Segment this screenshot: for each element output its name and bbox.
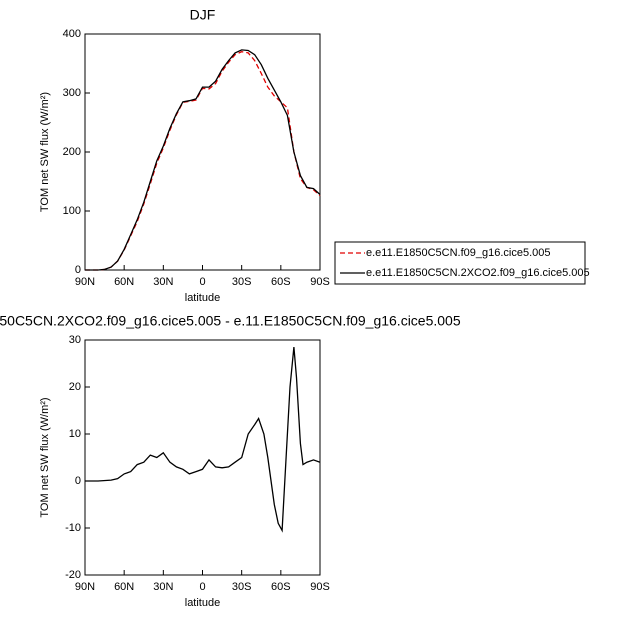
y-tick-label: -20 — [65, 569, 81, 581]
data-line — [85, 51, 321, 271]
y-axis-label: TOM net SW flux (W/m²) — [39, 92, 51, 212]
x-tick-label: 90S — [310, 581, 330, 593]
y-tick-label: 20 — [69, 381, 81, 393]
x-tick-label: 30N — [153, 581, 173, 593]
plot-frame — [84, 33, 321, 271]
y-axis-label: TOM net SW flux (W/m²) — [39, 397, 51, 517]
y-tick-label: 200 — [63, 146, 81, 158]
x-tick-label: 60S — [271, 581, 291, 593]
x-tick-label: 0 — [199, 581, 205, 593]
legend-label: e.e11.E1850C5CN.2XCO2.f09_g16.cice5.005 — [366, 267, 590, 279]
y-tick-label: 0 — [75, 264, 81, 276]
y-tick-label: 400 — [63, 28, 81, 40]
chart-title: DJF — [190, 7, 216, 23]
plot-frame — [84, 339, 321, 576]
x-tick-label: 90N — [75, 276, 95, 288]
y-tick-label: 0 — [75, 475, 81, 487]
x-tick-label: 30S — [232, 276, 252, 288]
x-axis-label: latitude — [185, 597, 220, 609]
legend-label: e.e11.E1850C5CN.f09_g16.cice5.005 — [366, 247, 551, 259]
chart-title: e.11.E1850C5CN.2XCO2.f09_g16.cice5.005 -… — [0, 313, 461, 329]
x-tick-label: 30S — [232, 581, 252, 593]
x-axis-label: latitude — [185, 292, 220, 304]
data-line — [85, 49, 321, 271]
x-tick-label: 60S — [271, 276, 291, 288]
x-tick-label: 90S — [310, 276, 330, 288]
x-tick-label: 60N — [114, 581, 134, 593]
x-tick-label: 0 — [199, 276, 205, 288]
y-tick-label: -10 — [65, 522, 81, 534]
legend-box — [334, 241, 586, 285]
x-tick-label: 90N — [75, 581, 95, 593]
x-tick-label: 30N — [153, 276, 173, 288]
data-line — [85, 347, 321, 533]
y-tick-label: 10 — [69, 428, 81, 440]
y-tick-label: 300 — [63, 87, 81, 99]
x-tick-label: 60N — [114, 276, 134, 288]
y-tick-label: 30 — [69, 334, 81, 346]
y-tick-label: 100 — [63, 205, 81, 217]
